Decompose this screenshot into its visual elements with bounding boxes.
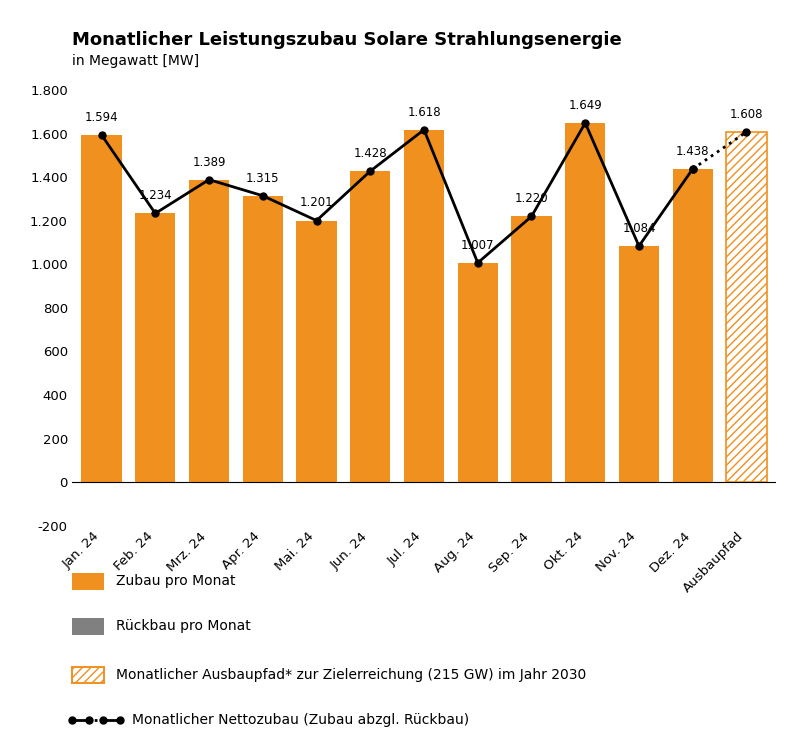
Text: 1.438: 1.438 — [676, 145, 710, 158]
FancyBboxPatch shape — [72, 667, 104, 683]
Text: Monatlicher Ausbaupfad* zur Zielerreichung (215 GW) im Jahr 2030: Monatlicher Ausbaupfad* zur Zielerreichu… — [116, 668, 586, 682]
Bar — [242, 196, 283, 482]
Text: Zubau pro Monat: Zubau pro Monat — [116, 575, 235, 588]
Text: 1.428: 1.428 — [354, 147, 387, 160]
Bar — [726, 132, 766, 482]
Bar — [404, 130, 444, 482]
Text: 1.220: 1.220 — [514, 192, 548, 205]
Bar — [135, 213, 175, 482]
Bar — [82, 135, 122, 482]
Bar — [565, 123, 606, 482]
Bar — [189, 179, 229, 482]
Bar — [619, 246, 659, 482]
Text: 1.389: 1.389 — [192, 155, 226, 168]
Text: Rückbau pro Monat: Rückbau pro Monat — [116, 620, 250, 633]
Text: 1.649: 1.649 — [568, 99, 602, 112]
Bar — [296, 221, 337, 482]
Text: 1.084: 1.084 — [622, 222, 656, 235]
Text: 1.315: 1.315 — [246, 172, 279, 185]
Bar — [673, 169, 713, 482]
Text: 1.608: 1.608 — [730, 108, 763, 121]
Text: 1.234: 1.234 — [138, 189, 172, 202]
Text: in Megawatt [MW]: in Megawatt [MW] — [72, 53, 199, 68]
Text: Monatlicher Nettozubau (Zubau abzgl. Rückbau): Monatlicher Nettozubau (Zubau abzgl. Rüc… — [132, 713, 469, 727]
Bar — [458, 263, 498, 482]
Text: 1.201: 1.201 — [300, 197, 334, 210]
Bar — [350, 171, 390, 482]
Text: 1.007: 1.007 — [461, 239, 494, 252]
Text: 1.618: 1.618 — [407, 106, 441, 119]
Text: 1.594: 1.594 — [85, 111, 118, 124]
Bar — [511, 216, 552, 482]
Text: Monatlicher Leistungszubau Solare Strahlungsenergie: Monatlicher Leistungszubau Solare Strahl… — [72, 31, 622, 49]
